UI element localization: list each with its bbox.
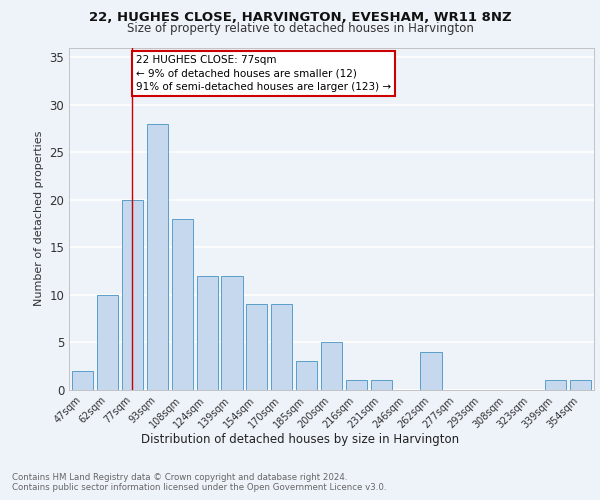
Bar bbox=[271, 304, 292, 390]
Bar bbox=[346, 380, 367, 390]
Bar bbox=[421, 352, 442, 390]
Bar bbox=[570, 380, 591, 390]
Bar bbox=[197, 276, 218, 390]
Text: Contains public sector information licensed under the Open Government Licence v3: Contains public sector information licen… bbox=[12, 484, 386, 492]
Text: Distribution of detached houses by size in Harvington: Distribution of detached houses by size … bbox=[141, 432, 459, 446]
Bar bbox=[97, 295, 118, 390]
Text: Size of property relative to detached houses in Harvington: Size of property relative to detached ho… bbox=[127, 22, 473, 35]
Text: 22, HUGHES CLOSE, HARVINGTON, EVESHAM, WR11 8NZ: 22, HUGHES CLOSE, HARVINGTON, EVESHAM, W… bbox=[89, 11, 511, 24]
Bar bbox=[545, 380, 566, 390]
Bar bbox=[296, 362, 317, 390]
Text: Contains HM Land Registry data © Crown copyright and database right 2024.: Contains HM Land Registry data © Crown c… bbox=[12, 472, 347, 482]
Bar bbox=[147, 124, 168, 390]
Bar bbox=[72, 371, 93, 390]
Bar bbox=[122, 200, 143, 390]
Bar bbox=[221, 276, 242, 390]
Text: 22 HUGHES CLOSE: 77sqm
← 9% of detached houses are smaller (12)
91% of semi-deta: 22 HUGHES CLOSE: 77sqm ← 9% of detached … bbox=[136, 55, 391, 92]
Bar bbox=[321, 342, 342, 390]
Y-axis label: Number of detached properties: Number of detached properties bbox=[34, 131, 44, 306]
Bar bbox=[172, 219, 193, 390]
Bar bbox=[371, 380, 392, 390]
Bar bbox=[246, 304, 268, 390]
